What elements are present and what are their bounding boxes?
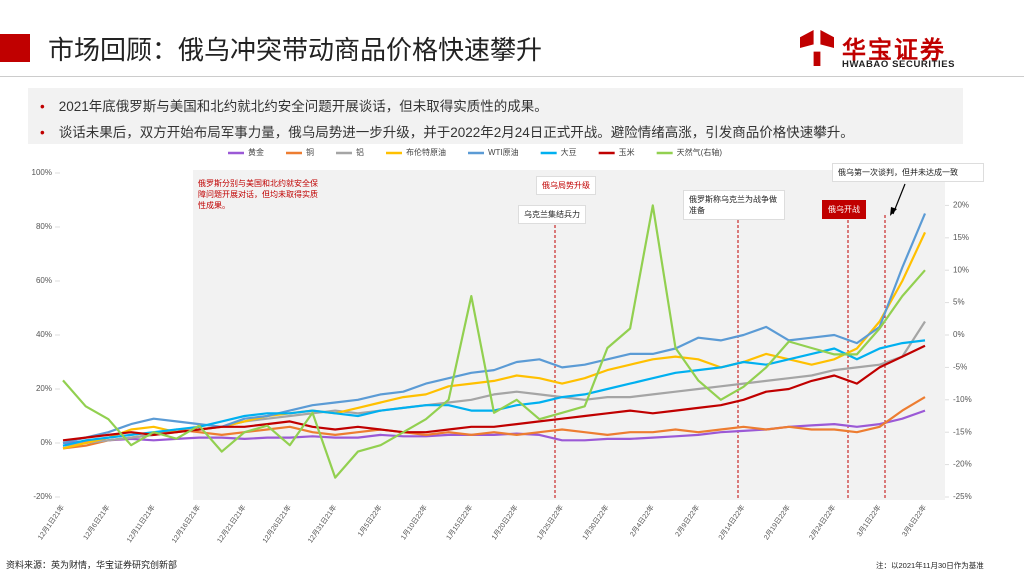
y-tick-label: 0% xyxy=(40,438,52,447)
annotation: 俄乌第一次谈判，但并未达成一致 xyxy=(832,163,984,182)
annotation: 俄乌开战 xyxy=(822,200,866,219)
y-tick-label: 40% xyxy=(36,330,52,339)
annotation: 乌克兰集结兵力 xyxy=(518,205,586,224)
legend-label: 铝 xyxy=(356,147,364,157)
x-tick-label: 1月30日22年 xyxy=(580,503,611,541)
y2-tick-label: -25% xyxy=(953,492,972,501)
y2-tick-label: -10% xyxy=(953,395,972,404)
legend-label: 铜 xyxy=(306,147,314,157)
legend-label: 黄金 xyxy=(248,147,264,157)
note: 注：以2021年11月30日作为基准 xyxy=(876,561,984,570)
x-tick-label: 12月21日21年 xyxy=(215,503,248,544)
y-tick-label: 100% xyxy=(32,168,52,177)
y2-tick-label: -5% xyxy=(953,363,967,372)
y2-tick-label: 5% xyxy=(953,298,965,307)
x-tick-label: 12月31日21年 xyxy=(306,503,339,544)
bullet: • 谈话未果后，双方开始布局军事力量，俄乌局势进一步升级，并于2022年2月24日… xyxy=(40,125,854,140)
x-tick-label: 2月9日22年 xyxy=(673,503,701,538)
x-tick-label: 1月5日22年 xyxy=(355,503,383,538)
x-tick-label: 12月6日21年 xyxy=(81,503,112,541)
legend-label: 天然气(右轴) xyxy=(677,147,723,157)
y-tick-label: 20% xyxy=(36,384,52,393)
annotation: 俄罗斯称乌克兰为战争做准备 xyxy=(683,190,785,220)
logo-name: 华宝证券 xyxy=(842,37,946,64)
source: 资料来源：英为财情，华宝证券研究创新部 xyxy=(6,560,178,570)
x-tick-label: 3月6日22年 xyxy=(900,503,928,538)
x-tick-label: 12月16日21年 xyxy=(169,503,202,544)
y-tick-label: 60% xyxy=(36,276,52,285)
x-tick-label: 1月15日22年 xyxy=(444,503,475,541)
bullet-box: • 2021年底俄罗斯与美国和北约就北约安全问题开展谈话，但未取得实质性的成果。 … xyxy=(28,88,963,144)
bullet-text: 2021年底俄罗斯与美国和北约就北约安全问题开展谈话，但未取得实质性的成果。 xyxy=(58,99,548,114)
x-tick-label: 2月14日22年 xyxy=(716,503,747,541)
legend-label: WTI原油 xyxy=(488,147,519,157)
legend-label: 大豆 xyxy=(561,147,577,157)
plot-shade xyxy=(193,170,945,500)
y2-tick-label: -15% xyxy=(953,427,972,436)
event-lines xyxy=(554,210,886,500)
annotation: 俄乌局势升级 xyxy=(536,176,596,195)
x-tick-label: 3月1日22年 xyxy=(854,503,882,538)
title-marker xyxy=(0,34,30,62)
bullet: • 2021年底俄罗斯与美国和北约就北约安全问题开展谈话，但未取得实质性的成果。 xyxy=(40,99,548,114)
y-tick-label: 80% xyxy=(36,222,52,231)
bullet-text: 谈话未果后，双方开始布局军事力量，俄乌局势进一步升级，并于2022年2月24日正… xyxy=(58,125,854,140)
legend-label: 玉米 xyxy=(619,147,635,157)
y2-tick-label: -20% xyxy=(953,460,972,469)
x-tick-label: 12月11日21年 xyxy=(124,503,157,544)
series-line xyxy=(62,344,926,442)
x-tick-label: 1月20日22年 xyxy=(489,503,520,541)
logo-subtitle: HWABAO SECURITIES xyxy=(842,59,956,70)
x-tick-label: 2月4日22年 xyxy=(628,503,656,538)
x-tick-label: 2月24日22年 xyxy=(807,503,838,541)
annotation: 俄罗斯分别与美国和北约就安全保障问题开展对话，但均未取得实质性成果。 xyxy=(198,179,318,210)
y-tick-label: -20% xyxy=(33,492,52,501)
legend-label: 布伦特原油 xyxy=(406,147,446,157)
y2-tick-label: 20% xyxy=(953,201,969,210)
y2-tick-label: 0% xyxy=(953,330,965,339)
y2-tick-label: 15% xyxy=(953,233,969,242)
series-line xyxy=(62,204,926,479)
slide-title: 市场回顾：俄乌冲突带动商品价格快速攀升 xyxy=(48,35,543,65)
header-rule xyxy=(0,76,1024,77)
chart: -20% 0% 20% 40% 60% 80% 100% -25% -20% -15% -10% -5… xyxy=(32,147,972,544)
x-tick-label: 12月1日21年 xyxy=(36,503,67,541)
x-tick-label: 12月26日21年 xyxy=(260,503,293,544)
arrow-head xyxy=(890,207,897,216)
y2-tick-label: 10% xyxy=(953,265,969,274)
x-tick-label: 2月19日22年 xyxy=(761,503,792,541)
x-tick-label: 1月25日22年 xyxy=(535,503,566,541)
x-tick-label: 1月10日22年 xyxy=(399,503,430,541)
